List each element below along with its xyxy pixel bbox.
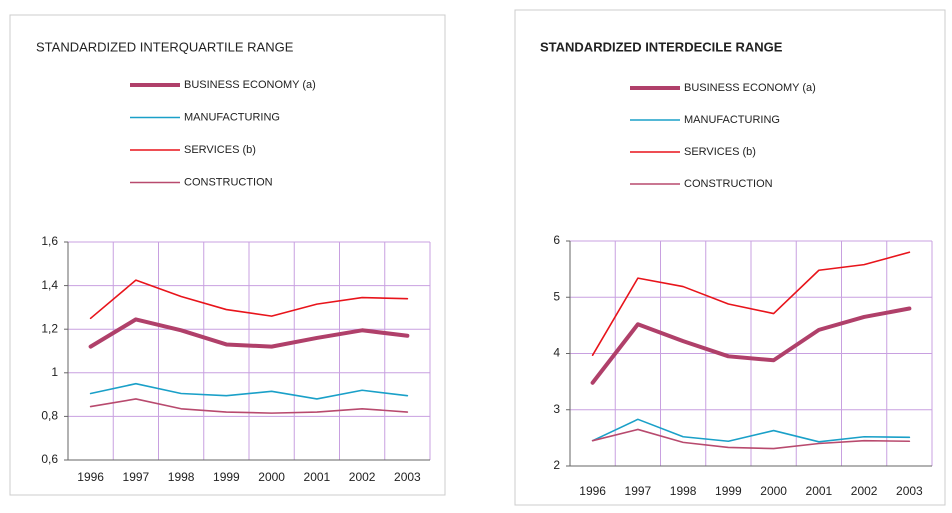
chart-title: STANDARDIZED INTERQUARTILE RANGE [36,39,294,54]
y-tick-label: 1,4 [41,278,58,292]
x-tick-label: 1996 [579,484,606,498]
x-tick-label: 2003 [896,484,923,498]
x-tick-label: 2003 [394,470,421,484]
x-tick-label: 2002 [349,470,376,484]
x-tick-label: 1999 [213,470,240,484]
legend-label: SERVICES (b) [684,146,756,158]
y-tick-label: 6 [553,233,560,247]
x-tick-label: 1999 [715,484,742,498]
series-line [591,428,911,450]
x-tick-label: 1998 [168,470,195,484]
x-tick-label: 2000 [258,470,285,484]
x-tick-label: 1998 [670,484,697,498]
x-tick-label: 1996 [77,470,104,484]
legend-label: BUSINESS ECONOMY (a) [684,82,816,94]
series-line [590,306,912,385]
legend-label: MANUFACTURING [684,114,780,126]
legend-label: BUSINESS ECONOMY (a) [184,79,316,91]
y-tick-label: 2 [553,458,560,472]
series-line [591,251,911,356]
x-tick-label: 1997 [625,484,652,498]
legend-label: CONSTRUCTION [184,176,273,188]
y-tick-label: 5 [553,289,560,303]
y-tick-label: 0,8 [41,409,58,423]
series-line [89,382,409,400]
legend-label: SERVICES (b) [184,144,256,156]
series-line [591,418,911,443]
series-line [89,279,409,320]
panel [514,9,946,506]
x-tick-label: 2002 [851,484,878,498]
panel [9,14,446,496]
y-tick-label: 4 [553,346,560,360]
y-tick-label: 1 [51,365,58,379]
y-tick-label: 1,2 [41,321,58,335]
y-tick-label: 3 [553,402,560,416]
x-tick-label: 1997 [123,470,150,484]
chart-title: STANDARDIZED INTERDECILE RANGE [540,39,783,54]
x-tick-label: 2000 [760,484,787,498]
legend-label: MANUFACTURING [184,111,280,123]
y-tick-label: 1,6 [41,234,58,248]
series-line [89,398,409,414]
y-tick-label: 0,6 [41,452,58,466]
series-line [88,317,410,349]
legend-label: CONSTRUCTION [684,178,773,190]
x-tick-label: 2001 [806,484,833,498]
x-tick-label: 2001 [304,470,331,484]
